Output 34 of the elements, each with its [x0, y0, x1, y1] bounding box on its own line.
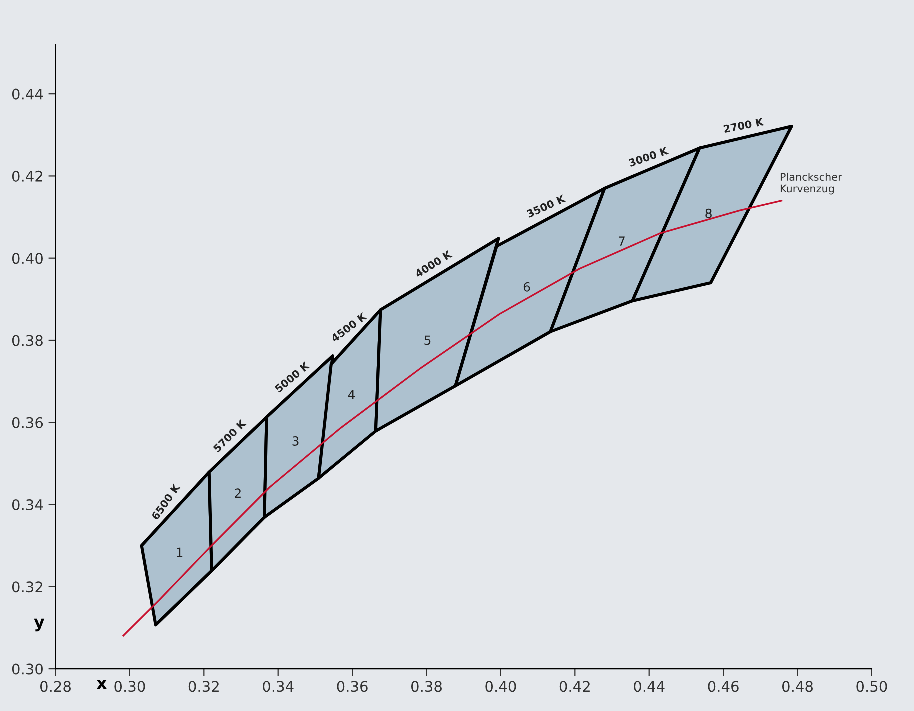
- x-tick-label: 0.46: [708, 681, 739, 692]
- x-tick-label: 0.50: [856, 681, 888, 692]
- series-label: 1: [177, 548, 183, 557]
- y-tick-label: 0.42: [12, 170, 42, 182]
- x-tick-label: 0.42: [560, 681, 590, 692]
- series-label: 2: [235, 488, 241, 498]
- x-tick-label: 0.48: [782, 681, 813, 692]
- y-axis-title: y: [34, 618, 45, 632]
- series-label: 8: [706, 208, 712, 218]
- series-label: 5: [424, 336, 431, 346]
- y-tick-label: 0.36: [12, 417, 44, 428]
- x-tick-label: 0.38: [411, 681, 442, 692]
- series-label: 4: [348, 390, 355, 400]
- x-tick-label: 0.30: [114, 681, 146, 692]
- annotation: 3000 K: [628, 146, 670, 168]
- series-label: 7: [619, 236, 625, 246]
- y-tick-label: 0.32: [12, 582, 42, 593]
- x-tick-label: 0.32: [188, 681, 219, 692]
- y-tick-label: 0.40: [12, 253, 43, 264]
- x-axis-title: x: [96, 680, 108, 690]
- annotation: 3500 K: [526, 194, 566, 218]
- y-tick-label: 0.30: [12, 664, 43, 675]
- x-tick-label: 0.44: [634, 681, 665, 692]
- x-tick-label: 0.34: [263, 681, 294, 692]
- series-label: 6: [524, 282, 530, 292]
- x-tick-label: 0.36: [337, 681, 368, 692]
- series-label: Planckscher Kurvenzug: [780, 172, 842, 195]
- series-label: 3: [292, 436, 299, 446]
- y-tick-label: 0.38: [12, 335, 43, 346]
- x-tick-label: 0.40: [486, 681, 516, 692]
- y-tick-label: 0.44: [12, 88, 44, 100]
- annotation: 2700 K: [724, 118, 765, 134]
- x-tick-label: 0.28: [40, 681, 71, 692]
- y-tick-label: 0.34: [12, 499, 44, 511]
